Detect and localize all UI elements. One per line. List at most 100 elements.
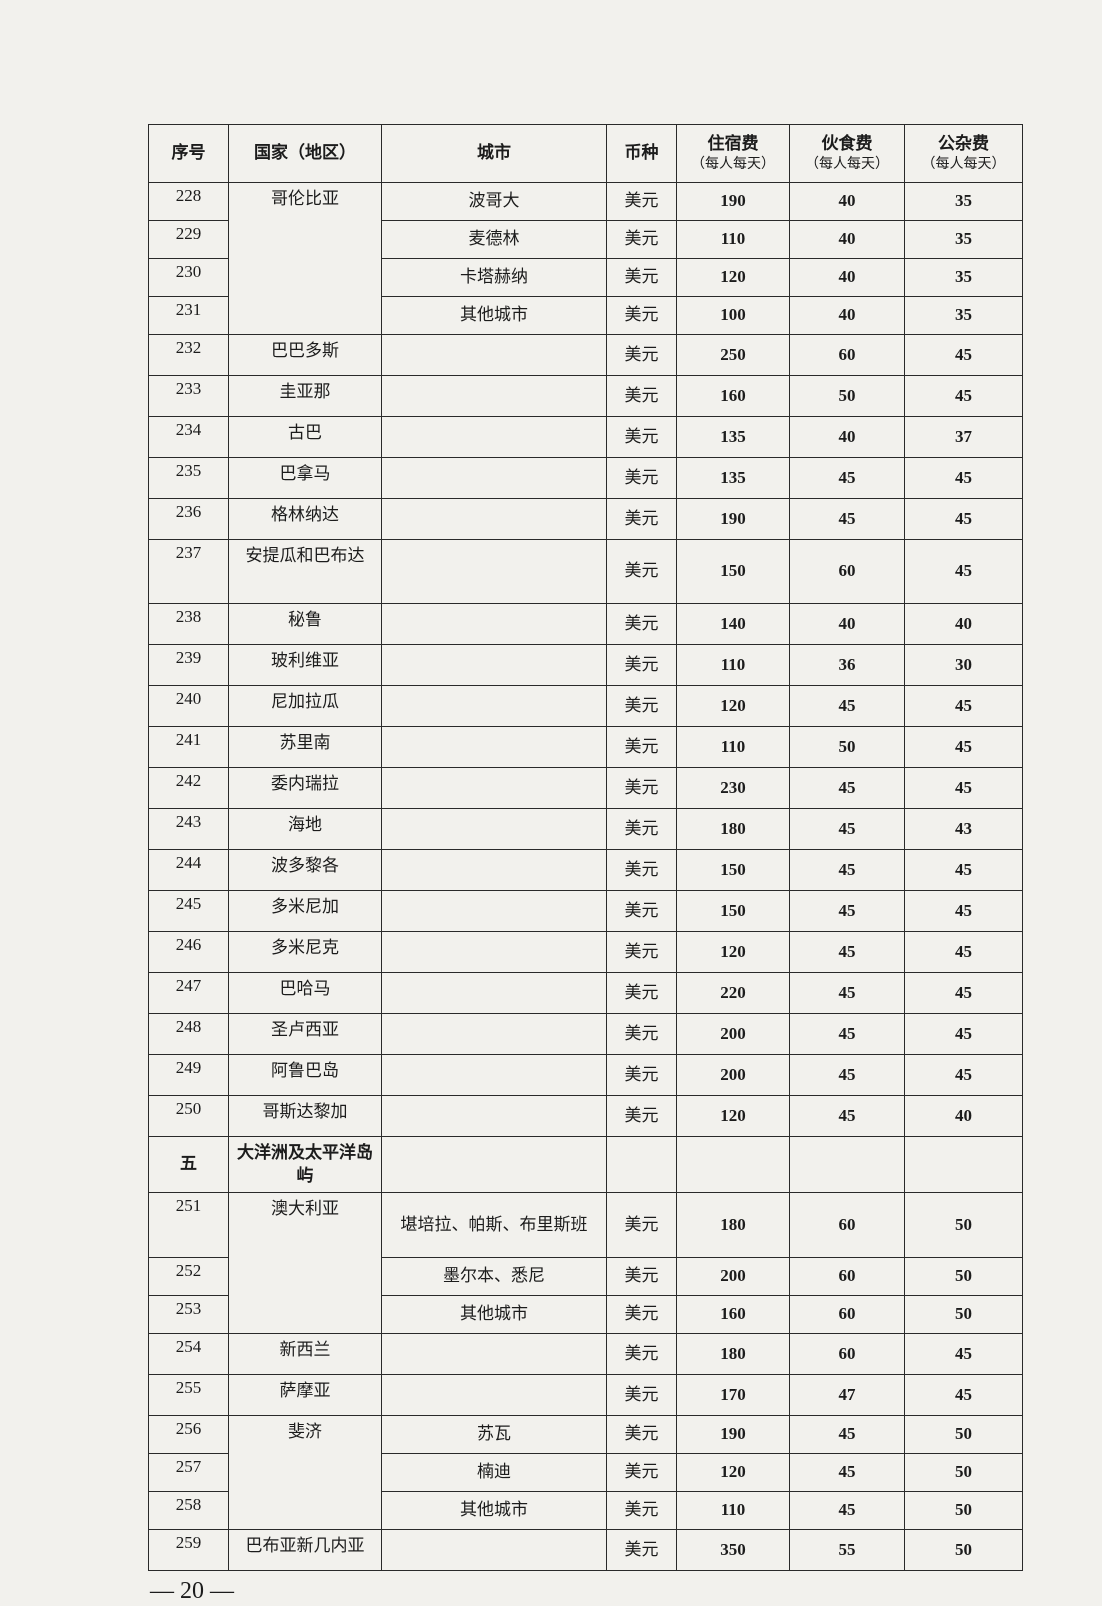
cell-lodging: 120 [676, 1453, 790, 1492]
cell-lodging: 120 [676, 931, 790, 973]
table-row: 255 萨摩亚 美元 170 47 45 [148, 1374, 1023, 1416]
cell-city [381, 539, 607, 604]
cell-index: 五 [148, 1136, 229, 1193]
table-header-row: 序号 国家（地区） 城市 币种 住宿费 （每人每天） 伙食费 （每人每天） 公杂费（… [148, 124, 1023, 183]
cell-misc: 35 [904, 220, 1023, 259]
cell-index: 256 [148, 1415, 229, 1454]
cell-currency: 美元 [606, 726, 677, 768]
table-row: 243 海地 美元 180 45 43 [148, 808, 1023, 850]
page-number: — 20 — [150, 1578, 234, 1604]
cell-city [381, 685, 607, 727]
cell-city [381, 603, 607, 645]
table-row: 244 波多黎各 美元 150 45 45 [148, 849, 1023, 891]
cell-food: 45 [789, 1453, 905, 1492]
cell-misc: 45 [904, 726, 1023, 768]
cell-currency: 美元 [606, 416, 677, 458]
cell-food: 50 [789, 726, 905, 768]
cell-currency: 美元 [606, 296, 677, 335]
cell-index: 248 [148, 1013, 229, 1055]
cell-country: 玻利维亚 [228, 644, 382, 686]
cell-city [381, 644, 607, 686]
cell-currency: 美元 [606, 972, 677, 1014]
cell-food: 40 [789, 220, 905, 259]
cell-currency: 美元 [606, 498, 677, 540]
cell-index: 246 [148, 931, 229, 973]
header-food-unit: （每人每天） [805, 156, 889, 173]
cell-index: 239 [148, 644, 229, 686]
table-row: 234 古巴 美元 135 40 37 [148, 416, 1023, 458]
table-row: 240 尼加拉瓜 美元 120 45 45 [148, 685, 1023, 727]
table-row: 228 哥伦比亚 波哥大 美元 190 40 35 [148, 182, 1023, 335]
cell-lodging: 120 [676, 1095, 790, 1137]
cell-country: 巴拿马 [228, 457, 382, 499]
table-row: 259 巴布亚新几内亚 美元 350 55 50 [148, 1529, 1023, 1571]
cell-currency: 美元 [606, 539, 677, 604]
cell-lodging: 100 [676, 296, 790, 335]
table-row: 229 麦德林 美元 110 40 35 [148, 220, 1023, 259]
cell-currency: 美元 [606, 334, 677, 376]
cell-currency: 美元 [606, 1192, 677, 1258]
cell-misc: 43 [904, 808, 1023, 850]
cell-food: 60 [789, 1192, 905, 1258]
cell-currency: 美元 [606, 849, 677, 891]
cell-currency: 美元 [606, 1054, 677, 1096]
cell-country: 安提瓜和巴布达 [228, 539, 382, 604]
cell-city: 其他城市 [381, 296, 607, 335]
table-row: 245 多米尼加 美元 150 45 45 [148, 890, 1023, 932]
cell-misc: 45 [904, 1054, 1023, 1096]
cell-country: 萨摩亚 [228, 1374, 382, 1416]
cell-currency: 美元 [606, 1257, 677, 1296]
cell-currency: 美元 [606, 182, 677, 221]
cell-currency: 美元 [606, 375, 677, 417]
cell-index: 238 [148, 603, 229, 645]
cell-food: 45 [789, 685, 905, 727]
cell-food: 60 [789, 334, 905, 376]
cell-index: 247 [148, 972, 229, 1014]
table-row: 254 新西兰 美元 180 60 45 [148, 1333, 1023, 1375]
cell-food: 55 [789, 1529, 905, 1571]
cell-index: 228 [148, 182, 229, 221]
cell-food: 60 [789, 1333, 905, 1375]
cell-currency: 美元 [606, 1491, 677, 1530]
table-row: 238 秘鲁 美元 140 40 40 [148, 603, 1023, 645]
cell-misc: 50 [904, 1295, 1023, 1334]
header-lodging-unit: （每人每天） [691, 156, 775, 173]
cell-misc: 45 [904, 1013, 1023, 1055]
header-misc: 公杂费 （每人每天） [904, 124, 1023, 183]
table-row: 242 委内瑞拉 美元 230 45 45 [148, 767, 1023, 809]
cell-misc: 45 [904, 375, 1023, 417]
header-misc-label: 公杂费 [938, 134, 989, 155]
cell-misc: 45 [904, 1374, 1023, 1416]
cell-city: 苏瓦 [381, 1415, 607, 1454]
cell-lodging: 160 [676, 375, 790, 417]
header-food-label: 伙食费 [821, 134, 873, 155]
table-body: 228 哥伦比亚 波哥大 美元 190 40 35 229 麦德林 美元 110 40 35 230 卡塔赫… [148, 182, 1023, 1571]
cell-currency: 美元 [606, 1374, 677, 1416]
cell-currency: 美元 [606, 890, 677, 932]
table-row: 237 安提瓜和巴布达 美元 150 60 45 [148, 539, 1023, 604]
table-row: 251 澳大利亚 堪培拉、帕斯、布里斯班 美元 180 60 50 [148, 1192, 1023, 1334]
table-row: 247 巴哈马 美元 220 45 45 [148, 972, 1023, 1014]
cell-index: 245 [148, 890, 229, 932]
cell-misc: 40 [904, 1095, 1023, 1137]
cell-country: 圣卢西亚 [228, 1013, 382, 1055]
cell-misc: 45 [904, 1333, 1023, 1375]
cell-currency: 美元 [606, 220, 677, 259]
cell-lodging: 190 [676, 1415, 790, 1454]
cell-country: 阿鲁巴岛 [228, 1054, 382, 1096]
cell-index: 250 [148, 1095, 229, 1137]
cell-misc: 50 [904, 1415, 1023, 1454]
cell-currency: 美元 [606, 767, 677, 809]
cell-index: 252 [148, 1257, 229, 1296]
cell-currency: 美元 [606, 603, 677, 645]
cell-food: 45 [789, 808, 905, 850]
cell-lodging: 190 [676, 182, 790, 221]
cell-misc: 45 [904, 685, 1023, 727]
cell-country: 苏里南 [228, 726, 382, 768]
cell-index: 251 [148, 1192, 229, 1258]
cell-misc: 45 [904, 972, 1023, 1014]
cell-lodging: 180 [676, 1192, 790, 1258]
cell-index: 236 [148, 498, 229, 540]
cell-lodging: 120 [676, 258, 790, 297]
cell-misc: 30 [904, 644, 1023, 686]
